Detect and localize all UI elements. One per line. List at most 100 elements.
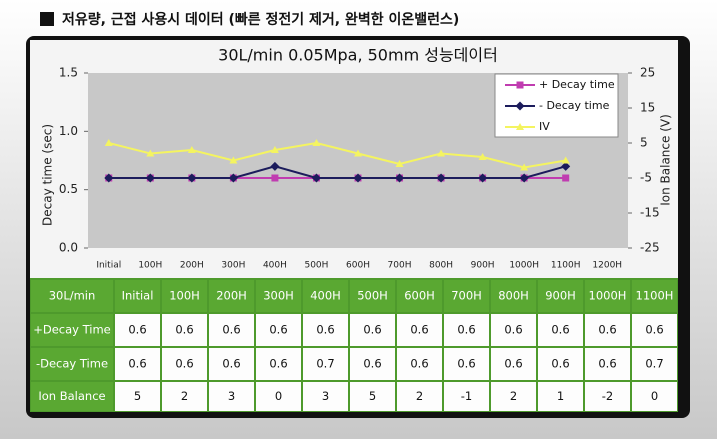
table-header: 200H <box>216 289 247 303</box>
table-cell-bg <box>209 382 254 411</box>
series-line <box>108 141 566 169</box>
x-tick-label: 700H <box>388 261 412 271</box>
y-tick-label: 0.0 <box>59 241 78 255</box>
data-point <box>229 156 238 164</box>
table-cell-bg <box>303 314 348 346</box>
table-cell-bg <box>632 314 677 346</box>
table-cell-bg <box>303 348 348 380</box>
table-cell: -1 <box>461 389 472 403</box>
x-tick-label: 500H <box>304 261 328 271</box>
table-cell: 0.6 <box>128 323 146 337</box>
table-cell: 0.7 <box>316 357 334 371</box>
row-label: +Decay Time <box>33 323 111 337</box>
data-point <box>311 173 321 183</box>
data-point <box>520 163 529 171</box>
table-cell: 1 <box>557 389 564 403</box>
table-cell: 2 <box>416 389 423 403</box>
table-header-bg <box>444 280 489 312</box>
table-cell: 2 <box>181 389 188 403</box>
table-cell-bg <box>397 348 442 380</box>
data-point <box>271 174 279 182</box>
x-tick-label: 400H <box>263 261 287 271</box>
x-tick-label: Initial <box>96 261 121 271</box>
y-axis-label: Decay time (sec) <box>41 124 55 226</box>
table-cell: 0.6 <box>175 323 193 337</box>
y2-axis-label: Ion Balance (V) <box>659 114 673 206</box>
data-point <box>561 161 571 171</box>
table-cell-bg <box>256 382 301 411</box>
table-cell: 2 <box>510 389 517 403</box>
table-header: 400H <box>310 289 341 303</box>
x-tick-label: 300H <box>221 261 245 271</box>
table-header: 500H <box>357 289 388 303</box>
table-header-bg <box>632 280 677 312</box>
table-cell-bg <box>350 314 395 346</box>
table-cell-bg <box>444 314 489 346</box>
table-cell: 0.6 <box>175 357 193 371</box>
table-cell: 0.7 <box>645 357 663 371</box>
table-cell: 0.6 <box>504 323 522 337</box>
table-header: 100H <box>169 289 200 303</box>
data-point <box>104 173 114 183</box>
y-tick-label: 1.0 <box>59 124 78 138</box>
data-point <box>145 173 155 183</box>
table-header: 1100H <box>636 289 674 303</box>
table-cell: 3 <box>322 389 329 403</box>
table-header-bg <box>115 280 160 312</box>
y2-tick-label: -25 <box>640 241 660 255</box>
data-point <box>437 149 446 157</box>
data-point <box>270 161 280 171</box>
y-tick-label: 1.5 <box>59 66 78 80</box>
y-tick-label: 0.5 <box>59 182 78 196</box>
table-cell-bg <box>303 382 348 411</box>
table-header-bg <box>31 280 113 312</box>
data-point <box>395 173 405 183</box>
x-tick-label: 1100H <box>551 261 581 271</box>
table-cell-bg <box>256 348 301 380</box>
legend-label: - Decay time <box>539 99 610 112</box>
data-point <box>519 173 529 183</box>
table-cell: 0.6 <box>363 357 381 371</box>
legend-marker <box>516 81 524 89</box>
table-cell-bg <box>115 314 160 346</box>
table-header-bg <box>256 280 301 312</box>
chart-title: 30L/min 0.05Mpa, 50mm 성능데이터 <box>218 46 498 65</box>
table-cell-bg <box>538 382 583 411</box>
x-tick-label: 200H <box>180 261 204 271</box>
table-cell-bg <box>162 314 207 346</box>
table-cell: 0.6 <box>222 323 240 337</box>
table-cell-bg <box>162 348 207 380</box>
data-point <box>187 146 196 153</box>
data-point <box>146 149 155 157</box>
table-cell: 0.6 <box>363 323 381 337</box>
table-cell-bg <box>491 314 536 346</box>
table-cell-bg <box>162 382 207 411</box>
data-point <box>354 149 362 157</box>
series-line <box>108 165 566 179</box>
data-point <box>561 156 570 164</box>
header-icon <box>40 12 54 26</box>
table-cell: 0.6 <box>551 357 569 371</box>
y2-tick-label: 25 <box>640 66 655 80</box>
table-cell-bg <box>350 382 395 411</box>
legend-label: + Decay time <box>539 78 615 91</box>
table-cell: -2 <box>602 389 613 403</box>
y2-tick-label: -15 <box>640 206 660 220</box>
row-label: Ion Balance <box>38 389 105 403</box>
x-tick-label: 800H <box>429 261 453 271</box>
table-cell: 0.6 <box>551 323 569 337</box>
table-header: 1000H <box>589 289 627 303</box>
table-cell-bg <box>585 314 630 346</box>
row-label-bg <box>31 314 113 346</box>
y2-tick-label: -5 <box>640 171 652 185</box>
table-cell: 0.6 <box>410 323 428 337</box>
table-header: 600H <box>404 289 435 303</box>
table-cell: 0.6 <box>598 357 616 371</box>
x-tick-label: 900H <box>471 261 495 271</box>
table-cell-bg <box>209 348 254 380</box>
table-cell: 0.6 <box>410 357 428 371</box>
table-header-bg <box>350 280 395 312</box>
table-cell-bg <box>115 348 160 380</box>
table-cell: 0 <box>651 389 658 403</box>
table-cell-bg <box>632 348 677 380</box>
